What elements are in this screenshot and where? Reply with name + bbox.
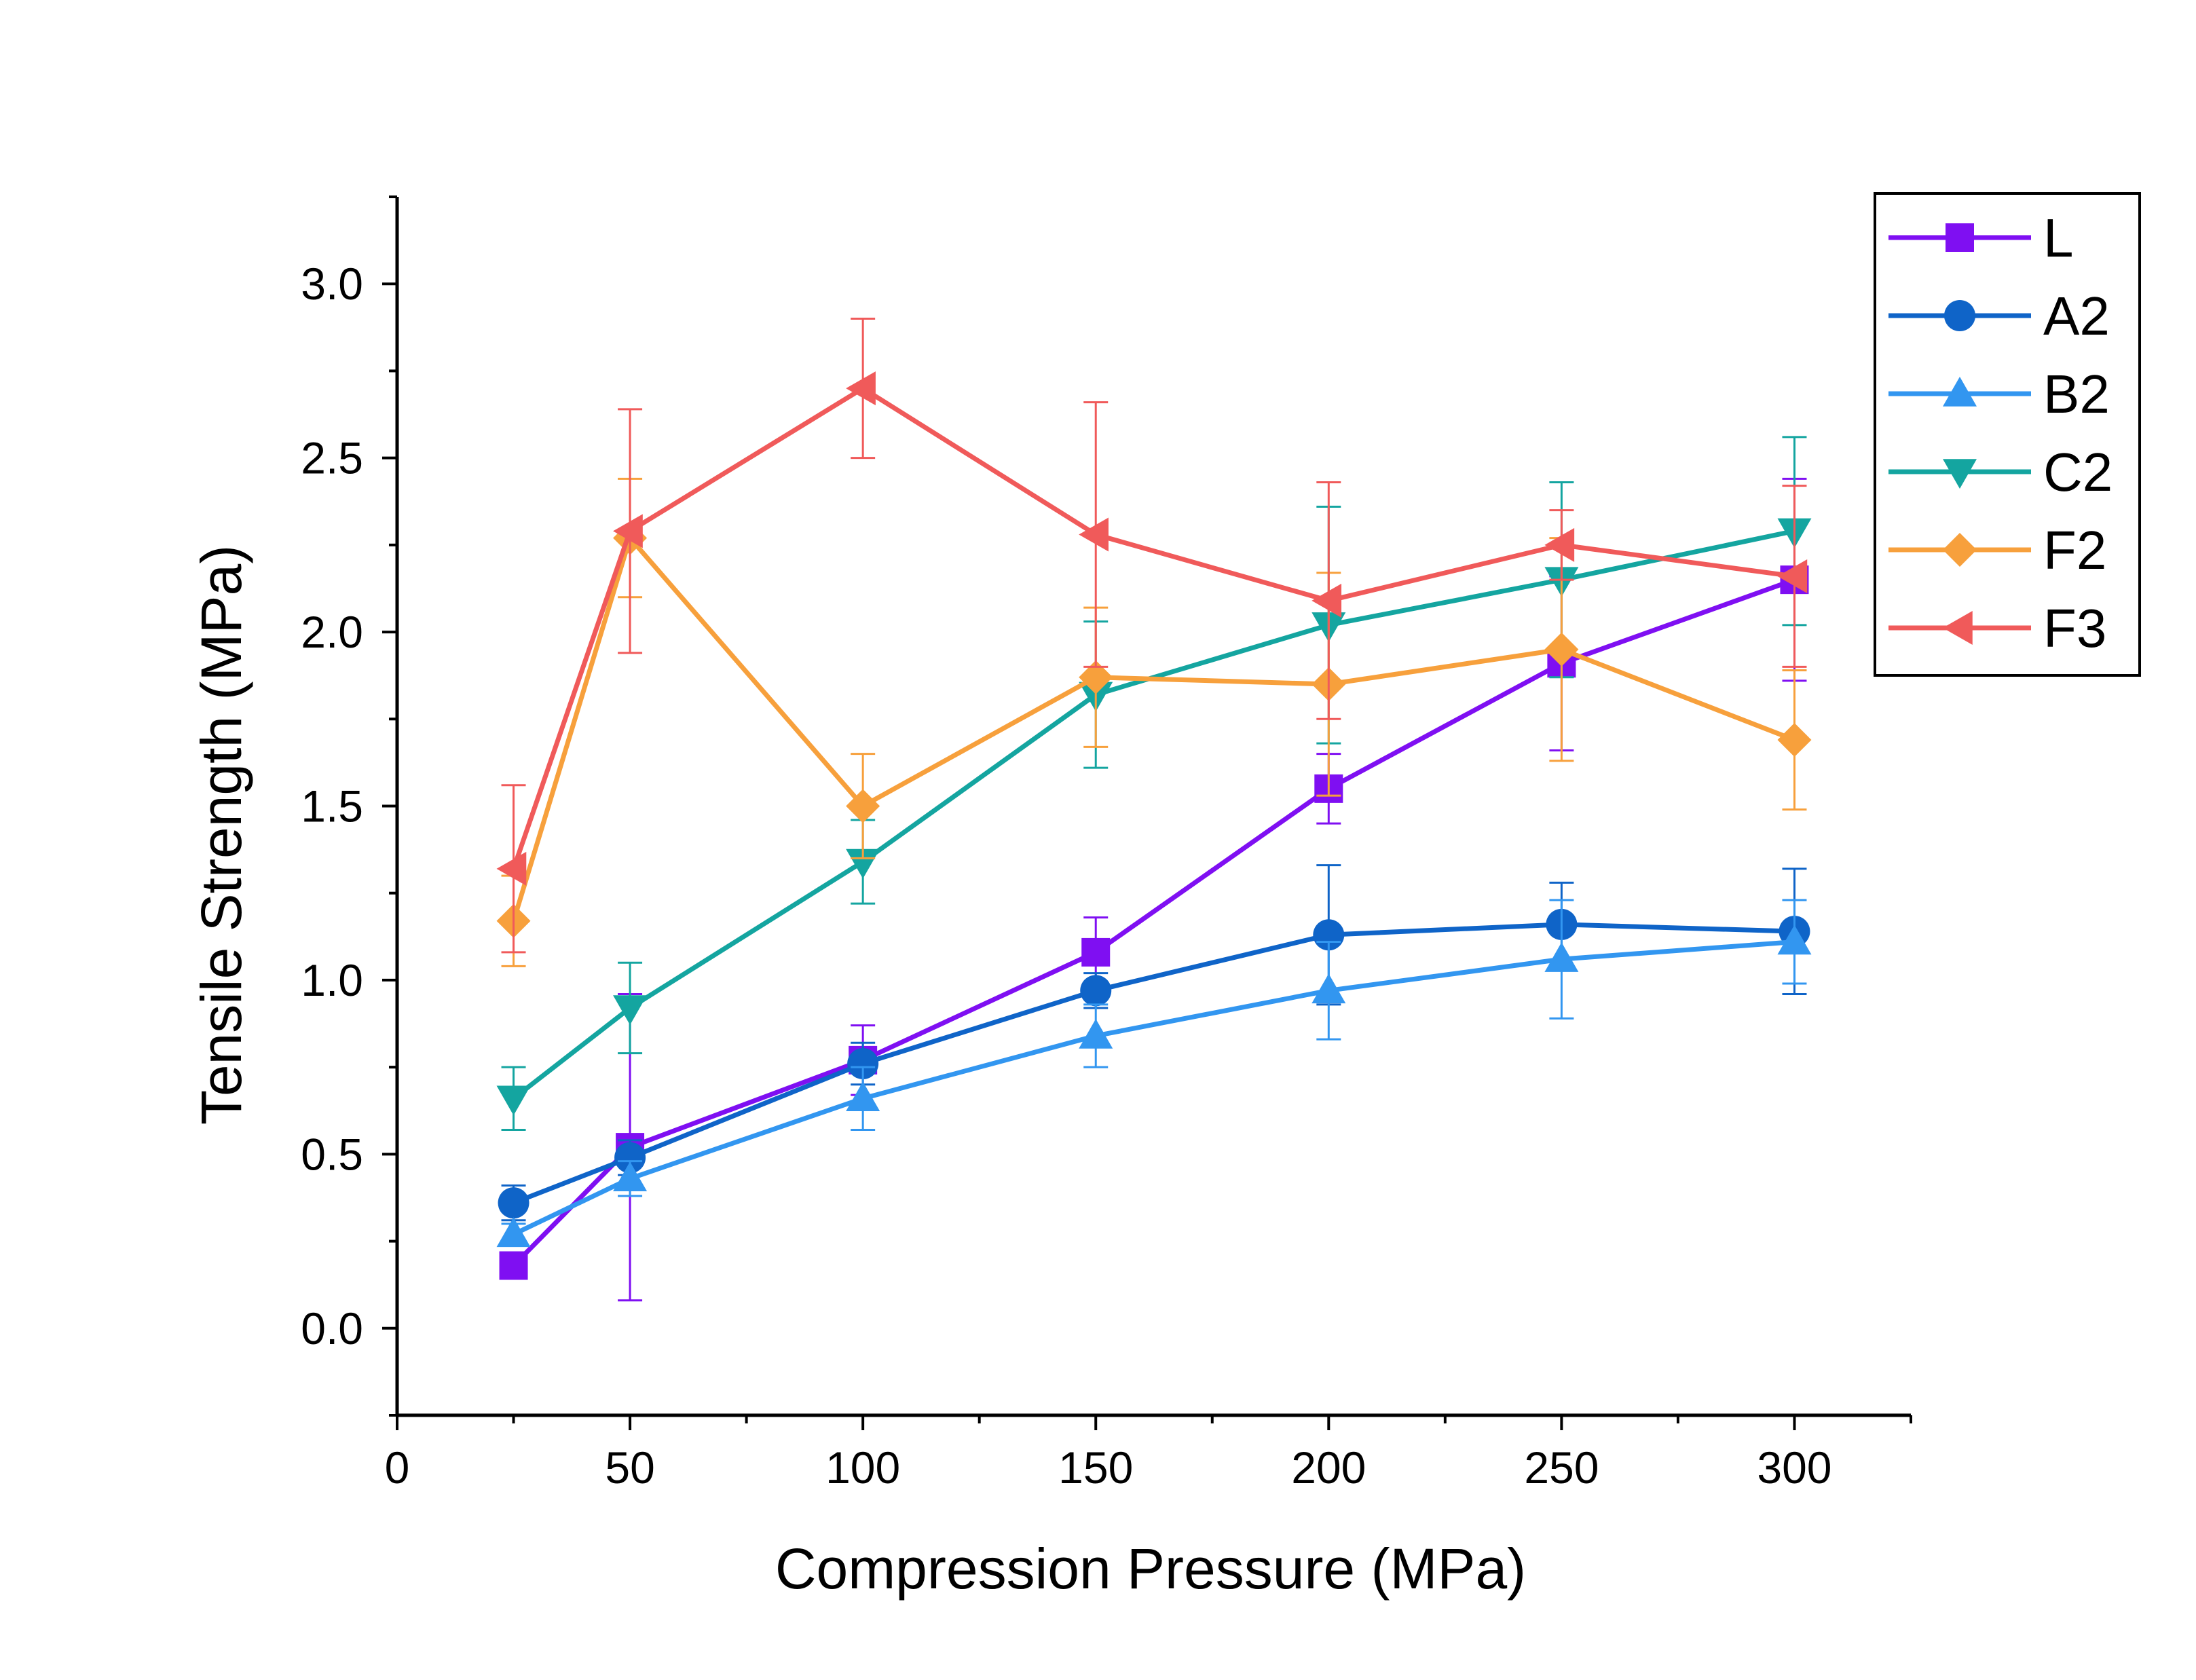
data-point — [613, 514, 643, 548]
y-tick-label: 0.5 — [301, 1129, 363, 1179]
data-point — [1079, 517, 1109, 552]
data-point — [1311, 583, 1342, 618]
series-line — [512, 577, 1795, 1267]
x-tick-label: 100 — [825, 1442, 900, 1493]
data-point — [614, 1142, 646, 1174]
legend-label: F2 — [2043, 520, 2106, 580]
data-point — [847, 1048, 879, 1080]
data-point — [846, 1081, 880, 1112]
plot-area — [496, 318, 1812, 1302]
data-point — [613, 1161, 648, 1192]
data-point — [1544, 942, 1579, 972]
data-point — [1777, 723, 1812, 758]
data-point — [1777, 925, 1812, 955]
legend-item-F2: F2 — [1888, 520, 2106, 580]
legend-item-C2: C2 — [1888, 442, 2113, 502]
legend-item-L: L — [1888, 208, 2074, 268]
data-point — [496, 1217, 531, 1248]
y-tick-label: 2.0 — [301, 607, 363, 657]
data-point — [498, 1187, 529, 1219]
data-point — [1079, 1018, 1113, 1049]
data-point — [496, 851, 527, 886]
data-point — [1081, 937, 1111, 967]
data-point — [846, 848, 880, 879]
legend-marker — [1943, 533, 1977, 567]
legend-label: F3 — [2043, 598, 2106, 658]
series-line — [512, 528, 1795, 1101]
series-line — [513, 922, 1795, 1206]
x-tick-label: 200 — [1291, 1442, 1366, 1493]
y-tick-label: 0.0 — [301, 1303, 363, 1354]
legend-marker — [1946, 223, 1974, 252]
data-point — [496, 1085, 531, 1116]
legend-marker — [1943, 377, 1977, 407]
series-A2 — [498, 864, 1810, 1222]
legend-label: C2 — [2043, 442, 2113, 502]
data-point — [846, 371, 876, 406]
y-tick-label: 2.5 — [301, 433, 363, 483]
series-B2 — [496, 899, 1812, 1248]
legend-label: L — [2043, 208, 2074, 268]
x-tick-label: 150 — [1058, 1442, 1133, 1493]
legend-marker — [1943, 459, 1977, 489]
data-point — [1544, 632, 1579, 667]
y-tick-label: 1.0 — [301, 955, 363, 1005]
legend-marker — [1944, 300, 1975, 331]
data-point — [1080, 975, 1112, 1007]
series-line — [511, 536, 1795, 922]
data-point — [1777, 559, 1808, 594]
axes: 0 50 100 150 200 250 300 0.0 0.5 1.0 1.5 2.0 2.5 3.0 — [301, 195, 1912, 1493]
legend-frame — [1874, 192, 2141, 677]
legend-item-F3: F3 — [1888, 598, 2106, 658]
x-tick-label: 0 — [385, 1442, 410, 1493]
data-point — [846, 789, 880, 823]
data-point — [1079, 660, 1113, 694]
data-point — [1311, 973, 1346, 1004]
x-tick-label: 50 — [605, 1442, 654, 1493]
data-point — [499, 1251, 528, 1280]
data-point — [1544, 527, 1575, 562]
x-tick-label: 250 — [1524, 1442, 1599, 1493]
series-L — [499, 477, 1809, 1302]
legend: L A2 B2 C2 F2 F3 — [1874, 192, 2141, 677]
legend-item-A2: A2 — [1888, 286, 2110, 346]
legend-label: B2 — [2043, 364, 2110, 424]
legend-label: A2 — [2043, 286, 2110, 346]
x-tick-label: 300 — [1757, 1442, 1831, 1493]
data-point — [613, 995, 648, 1025]
y-tick-label: 3.0 — [301, 259, 363, 309]
series-F3 — [496, 318, 1808, 954]
legend-item-B2: B2 — [1888, 364, 2110, 424]
legend-marker — [1943, 611, 1973, 645]
x-axis-title: Compression Pressure (MPa) — [775, 1537, 1526, 1601]
y-axis-title: Tensile Strength (MPa) — [189, 545, 253, 1125]
y-tick-label: 1.5 — [301, 781, 363, 832]
series-line — [513, 939, 1795, 1237]
